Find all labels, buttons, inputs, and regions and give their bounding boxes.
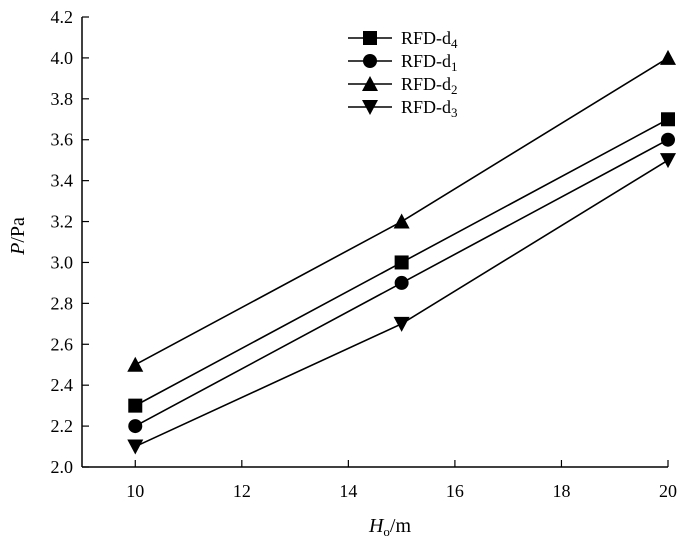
series-markers (127, 49, 676, 455)
legend-marker-RFD-d3 (362, 100, 378, 115)
x-axis-title-sub: o (383, 524, 390, 539)
legend-label-RFD-d2: RFD-d2 (401, 74, 458, 97)
data-point-RFD-d1 (661, 132, 675, 147)
y-axis-title-var: P (7, 243, 29, 256)
x-tick-label: 12 (233, 481, 251, 501)
y-tick-label: 3.0 (51, 252, 74, 272)
y-tick-label: 2.0 (51, 457, 74, 477)
x-tick-label: 16 (446, 481, 464, 501)
y-axis-title-unit: /Pa (7, 217, 29, 243)
y-tick-label: 2.2 (51, 416, 74, 436)
series-line-RFD-d3 (134, 159, 669, 448)
data-point-RFD-d3 (393, 316, 410, 332)
data-point-RFD-d1 (128, 419, 143, 434)
y-tick-label: 3.6 (51, 130, 74, 150)
legend-marker-RFD-d2 (362, 76, 378, 91)
y-tick-label: 2.4 (51, 375, 74, 395)
data-point-RFD-d1 (394, 275, 409, 290)
x-axis-title-var: H (368, 515, 385, 537)
y-tick-label: 2.8 (51, 293, 74, 313)
y-tick-label: 2.6 (51, 334, 74, 354)
data-point-RFD-d4 (128, 398, 143, 413)
legend-label-RFD-d4: RFD-d4 (401, 28, 458, 51)
y-tick-label: 4.0 (51, 48, 74, 68)
data-point-RFD-d2 (393, 213, 410, 229)
data-point-RFD-d4 (394, 255, 409, 270)
tick-marks: 2.0 2.2 2.4 2.6 2.8 3.0 3.2 3.4 3.6 3.8 4.0 4.2 10 12… (51, 7, 678, 501)
legend-marker-RFD-d1 (363, 54, 377, 68)
y-axis-title: P/Pa (7, 217, 29, 256)
legend-label-RFD-d3: RFD-d3 (401, 97, 458, 120)
x-axis-title-unit: /m (390, 515, 412, 537)
data-point-RFD-d2 (660, 49, 676, 65)
x-tick-label: 20 (659, 481, 677, 501)
data-point-RFD-d3 (660, 153, 676, 169)
data-point-RFD-d4 (661, 112, 675, 127)
data-point-RFD-d3 (127, 439, 144, 455)
axes (81, 17, 668, 468)
y-tick-label: 3.2 (51, 212, 74, 232)
x-tick-label: 14 (339, 481, 357, 501)
y-tick-label: 4.2 (51, 7, 74, 27)
y-tick-label: 3.8 (51, 89, 74, 109)
x-tick-label: 10 (126, 481, 144, 501)
legend-label-RFD-d1: RFD-d1 (401, 51, 458, 74)
data-point-RFD-d2 (127, 356, 144, 372)
x-axis-title: Ho/m (368, 515, 412, 539)
legend-marker-RFD-d4 (363, 31, 377, 45)
y-tick-label: 3.4 (51, 171, 74, 191)
x-tick-label: 18 (552, 481, 570, 501)
